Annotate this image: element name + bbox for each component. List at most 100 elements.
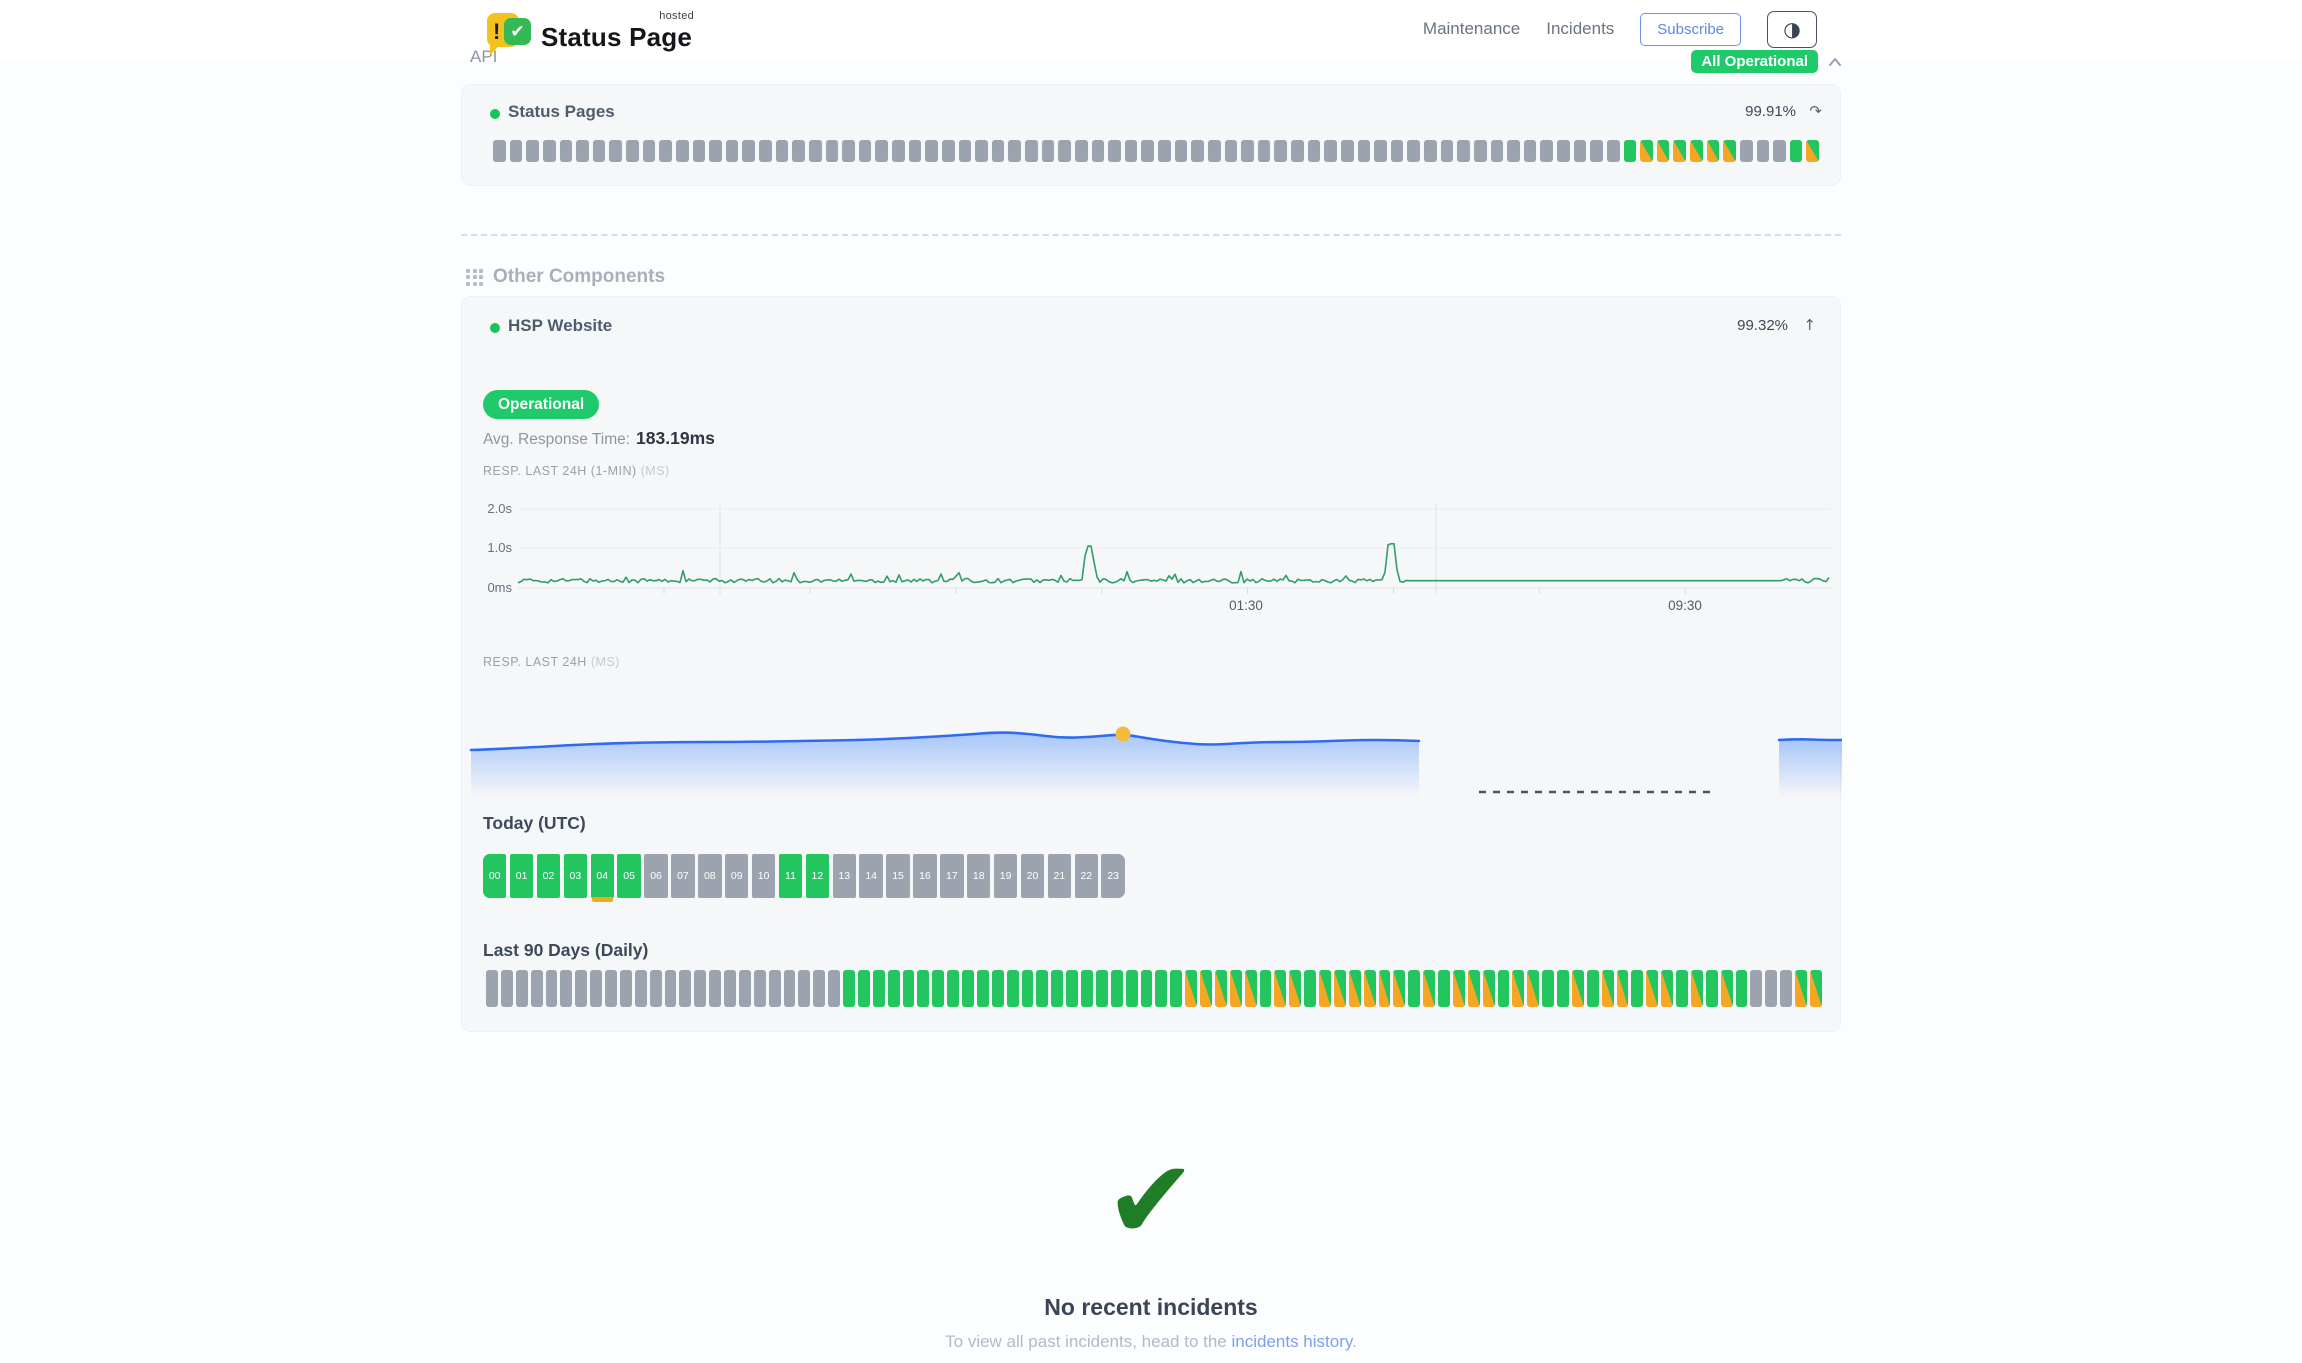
day-bar: [1720, 970, 1733, 1007]
uptime-bar: [1374, 140, 1387, 162]
day-bar: [813, 970, 826, 1007]
hour-cell: 06: [644, 854, 668, 898]
brand-name: Status Page hosted: [541, 10, 695, 52]
nav-maintenance[interactable]: Maintenance: [1422, 19, 1521, 38]
uptime-bar: [559, 140, 573, 162]
day-bar: [768, 970, 781, 1007]
theme-toggle-button[interactable]: ◑: [1767, 10, 1817, 48]
avg-response-label: Avg. Response Time:: [483, 431, 631, 448]
uptime-bar: [759, 140, 772, 162]
nav-incidents[interactable]: Incidents: [1546, 19, 1615, 38]
chevron-up-icon[interactable]: [1827, 55, 1843, 69]
day-bar: [575, 970, 588, 1007]
status-page-logo-icon: ! ✔: [487, 11, 533, 57]
uptime-bar: [1523, 140, 1537, 162]
uptime-bar: [1690, 140, 1703, 162]
day-bar: [917, 970, 930, 1007]
uptime-bar: [941, 140, 955, 162]
day-bar: [1081, 970, 1093, 1007]
day-bar: [1735, 970, 1748, 1007]
uptime-bar: [892, 140, 905, 162]
hour-cell: 15: [886, 854, 910, 898]
hour-cell: 21: [1047, 854, 1072, 898]
uptime-bar: [725, 140, 739, 162]
day-bar: [902, 970, 915, 1007]
hour-cell: 19: [993, 854, 1018, 898]
day-bar: [1527, 970, 1540, 1007]
uptime-bar: [1440, 140, 1454, 162]
avg-response-row: Avg. Response Time: 183.19ms: [483, 428, 715, 449]
day-bar: [1482, 970, 1495, 1007]
day-bar: [590, 970, 602, 1007]
day-bar: [1304, 970, 1316, 1007]
uptime-bar: [1224, 140, 1238, 162]
uptime-bar: [592, 140, 606, 162]
uptime-bar: [1756, 140, 1770, 162]
svg-text:01:30: 01:30: [1229, 598, 1263, 613]
hour-cell: 23: [1101, 854, 1125, 898]
uptime-bar: [1307, 140, 1321, 162]
uptime-bars-strip: [493, 140, 1819, 162]
component-name: HSP Website: [508, 316, 613, 335]
uptime-bar: [1357, 140, 1371, 162]
day-bar: [798, 970, 811, 1007]
operational-badge: Operational: [483, 390, 600, 419]
trend-refresh-icon: ↷: [1809, 102, 1822, 120]
uptime-bar: [742, 140, 755, 162]
uptime-bar: [908, 140, 922, 162]
brand-superscript: hosted: [659, 10, 695, 22]
day-bar: [1319, 970, 1331, 1007]
uptime-bar: [1673, 140, 1686, 162]
uptime-bar: [1191, 140, 1204, 162]
hour-cell: 11: [778, 854, 803, 898]
day-bar: [1036, 970, 1049, 1007]
uptime-bar: [1640, 140, 1653, 162]
uptime-bar: [709, 140, 722, 162]
uptime-bar: [1773, 140, 1786, 162]
day-bar: [1408, 970, 1421, 1007]
day-bar: [1586, 970, 1599, 1007]
day-bar: [1155, 970, 1168, 1007]
day-bar: [738, 970, 751, 1007]
uptime-bar: [1041, 140, 1055, 162]
uptime-bar: [1141, 140, 1154, 162]
status-dot: [490, 109, 500, 119]
day-bar: [783, 970, 796, 1007]
day-bar: [1244, 970, 1257, 1007]
hour-incident-marker: [591, 897, 613, 902]
app-header: [0, 0, 2302, 58]
uptime-bar: [975, 140, 988, 162]
day-bar: [962, 970, 974, 1007]
uptime-bar: [1390, 140, 1404, 162]
svg-text:2.0s: 2.0s: [487, 502, 512, 516]
header-nav: Maintenance Incidents Subscribe ◑: [1423, 0, 1817, 58]
brand-logo[interactable]: ! ✔ Status Page hosted: [487, 10, 695, 57]
uptime-bar: [1623, 140, 1637, 162]
uptime-bar: [1457, 140, 1470, 162]
uptime-bar: [609, 140, 622, 162]
uptime-bar: [659, 140, 672, 162]
uptime-bar: [692, 140, 706, 162]
subscribe-button[interactable]: Subscribe: [1640, 12, 1741, 46]
half-circle-icon: ◑: [1783, 17, 1801, 41]
day-bar: [1661, 970, 1673, 1007]
uptime-bar: [875, 140, 888, 162]
day-bar: [1200, 970, 1212, 1007]
day-bar: [1765, 970, 1778, 1007]
day-bar: [1051, 970, 1064, 1007]
day-bar: [843, 970, 855, 1007]
day-bar: [1438, 970, 1450, 1007]
check-icon: ✔: [504, 18, 531, 45]
uptime-bar: [1274, 140, 1287, 162]
day-bar: [500, 970, 513, 1007]
overall-status-badge[interactable]: All Operational: [1691, 50, 1818, 73]
hour-cell: 18: [967, 854, 991, 898]
incidents-history-link[interactable]: incidents history: [1231, 1332, 1353, 1351]
day-bar: [679, 970, 692, 1007]
day-bar: [1676, 970, 1688, 1007]
uptime-bar: [1158, 140, 1171, 162]
day-bar: [664, 970, 677, 1007]
uptime-bar: [1058, 140, 1071, 162]
svg-text:09:30: 09:30: [1668, 598, 1702, 613]
no-incidents-title: No recent incidents: [1044, 1294, 1258, 1320]
